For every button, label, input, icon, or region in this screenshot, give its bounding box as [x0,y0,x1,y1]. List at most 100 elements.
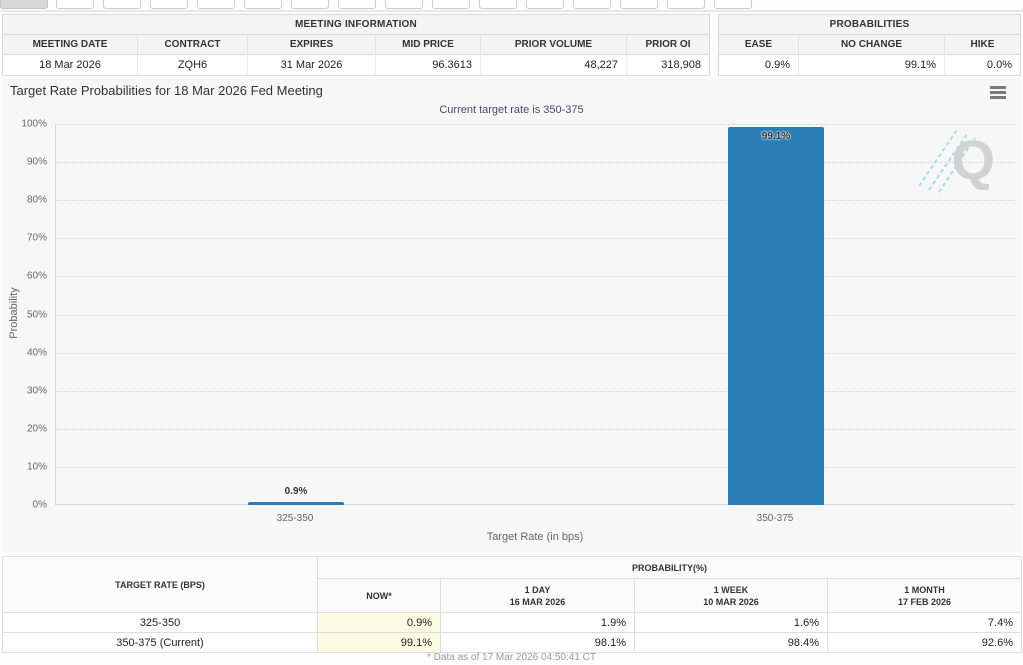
top-tabs-row [0,0,1023,9]
tab[interactable] [432,0,470,9]
ease-value: 0.9% [719,55,799,75]
x-category-label: 350-375 [756,513,794,524]
tab[interactable] [291,0,329,9]
expires-value: 31 Mar 2026 [248,55,376,75]
y-tick-label: 70% [26,232,47,244]
table-row: 350-375 (Current) 99.1% 98.1% 98.4% 92.6… [2,632,1022,653]
column-header-contract: CONTRACT [138,35,248,55]
one-month-label: 1 MONTH [904,584,945,595]
contract-value: ZQH6 [138,55,248,75]
one-week-label: 1 WEEK [713,584,749,595]
one-month-date: 17 FEB 2026 [897,596,952,607]
tab[interactable] [56,0,94,9]
gridline [56,314,1015,316]
gridline [56,352,1015,354]
gridline [56,162,1015,164]
column-header-hike: HIKE [945,35,1020,55]
one-day-column-header: 1 DAY 16 MAR 2026 [440,578,635,613]
y-tick-label: 50% [26,309,47,320]
y-tick-label: 60% [26,270,47,282]
table-row: 325-350 0.9% 1.9% 1.6% 7.4% [2,612,1022,633]
tab[interactable] [479,0,517,9]
one-month-column-header: 1 MONTH 17 FEB 2026 [827,578,1022,613]
probability-table: TARGET RATE (BPS) PROBABILITY(%) NOW* 1 … [2,556,1022,653]
bar-value-label: 99.1% [761,131,791,143]
x-axis-title: Target Rate (in bps) [486,531,584,543]
column-header-prior-oi: PRIOR OI [627,35,709,55]
target-rate-cell: 325-350 [2,612,318,633]
y-tick-label: 10% [26,461,47,473]
target-rate-cell: 350-375 (Current) [2,632,318,653]
now-label: NOW* [366,590,392,601]
gridline [56,124,1015,125]
gridline [56,466,1015,468]
tab[interactable] [150,0,188,9]
column-header-no-change: NO CHANGE [799,35,945,55]
prior-volume-value: 48,227 [481,55,627,75]
y-tick-label: 20% [26,423,47,435]
one-day-date: 16 MAR 2026 [509,596,566,607]
one-day-value-cell: 1.9% [440,612,635,633]
bar-value-label: 0.9% [284,485,308,497]
mid-price-value: 96.3613 [376,55,481,75]
data-as-of-note: * Data as of 17 Mar 2026 04:50:41 CT [427,652,596,663]
no-change-value: 99.1% [799,55,945,75]
gridline [56,238,1015,240]
one-week-date: 10 MAR 2026 [703,596,759,607]
prior-oi-value: 318,908 [627,55,709,75]
one-month-value-cell: 7.4% [827,612,1022,633]
probability-bar-325-350[interactable] [248,501,344,505]
column-header-prior-volume: PRIOR VOLUME [481,35,627,55]
y-tick-label: 0% [32,499,47,511]
column-header-mid-price: MID PRICE [376,35,481,55]
y-tick-label: 100% [21,118,47,130]
one-day-label: 1 DAY [524,584,551,595]
gridline [56,200,1015,202]
one-week-value-cell: 1.6% [634,612,828,633]
probabilities-title: PROBABILITIES [719,15,1020,35]
chart-title: Target Rate Probabilities for 18 Mar 202… [10,83,323,98]
tab[interactable] [620,0,658,9]
meeting-information-title: MEETING INFORMATION [3,15,709,35]
tab[interactable] [714,0,752,9]
one-month-value-cell: 92.6% [827,632,1022,653]
tab[interactable] [197,0,235,9]
chart-section: Target Rate Probabilities for 18 Mar 202… [2,78,1021,552]
plot-area: Q 0.9% 99.1% [55,124,1015,505]
tab[interactable] [0,0,48,9]
meeting-date-value: 18 Mar 2026 [3,55,138,75]
quikstrike-watermark: Q [917,128,997,194]
y-tick-label: 40% [26,347,47,359]
one-week-value-cell: 98.4% [634,632,828,653]
x-category-label: 325-350 [276,513,314,524]
now-value-cell: 99.1% [317,632,441,653]
gridline [56,276,1015,278]
tab-strip-divider [0,10,1023,12]
tab[interactable] [244,0,282,9]
probability-group-header: PROBABILITY(%) [317,556,1022,579]
gridline [56,390,1015,392]
tab[interactable] [103,0,141,9]
hike-value: 0.0% [945,55,1020,75]
probability-bar-350-375[interactable] [728,127,824,505]
column-header-ease: EASE [719,35,799,55]
one-day-value-cell: 98.1% [440,632,635,653]
tab[interactable] [526,0,564,9]
tab[interactable] [667,0,705,9]
one-week-column-header: 1 WEEK 10 MAR 2026 [634,578,828,613]
chart-subtitle: Current target rate is 350-375 [439,104,584,116]
now-value-cell: 0.9% [317,612,441,633]
target-rate-bps-header: TARGET RATE (BPS) [2,556,318,613]
meeting-information-panel: MEETING INFORMATION MEETING DATE CONTRAC… [2,14,710,76]
tab[interactable] [338,0,376,9]
now-column-header: NOW* [317,578,441,613]
tab[interactable] [573,0,611,9]
tab[interactable] [385,0,423,9]
chart-context-menu-icon[interactable] [990,86,1006,100]
column-header-expires: EXPIRES [248,35,376,55]
column-header-meeting-date: MEETING DATE [3,35,138,55]
quikstrike-q-logo: Q [951,128,995,191]
probabilities-panel: PROBABILITIES EASE NO CHANGE HIKE 0.9% 9… [718,14,1021,76]
y-tick-label: 90% [26,156,47,168]
